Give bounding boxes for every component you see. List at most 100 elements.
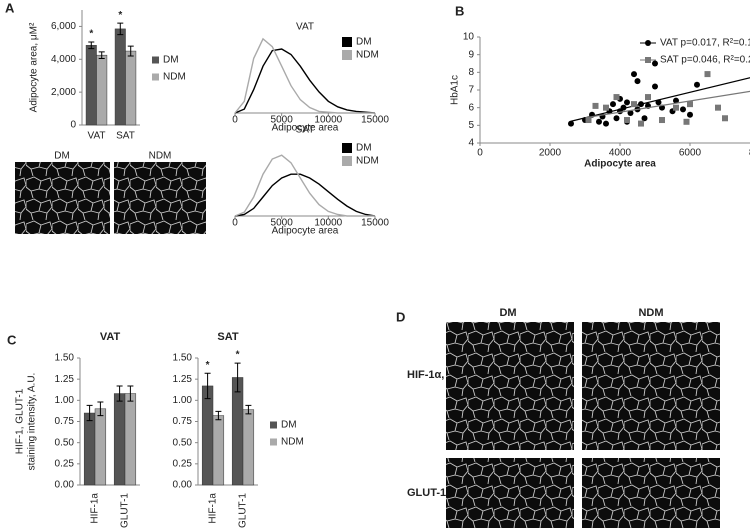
point	[683, 118, 690, 125]
error-bar	[117, 22, 124, 36]
x-tick-label: 4000	[609, 148, 632, 159]
error-bar	[116, 385, 123, 402]
error-bar	[215, 410, 222, 421]
panel-label: B	[455, 3, 464, 18]
y-tick-label: 5	[468, 120, 474, 131]
y-tick-label: 2,000	[51, 87, 76, 98]
y-tick-label: 0.25	[55, 458, 75, 469]
point	[641, 115, 648, 122]
point	[704, 71, 711, 78]
micrograph	[446, 458, 574, 528]
error-bar	[86, 404, 93, 422]
x-tick-label: HIF-1a	[208, 493, 219, 524]
point	[638, 120, 644, 127]
point	[613, 115, 620, 122]
line	[234, 173, 376, 217]
micrograph	[446, 322, 574, 450]
panel-label: C	[7, 332, 17, 347]
x-tick-label: 15000	[361, 218, 389, 229]
micrograph	[582, 458, 720, 528]
legend-swatch	[342, 37, 352, 47]
image-label: NDM	[149, 151, 172, 162]
bar	[201, 385, 214, 486]
legend-label: DM	[356, 37, 372, 48]
point	[568, 120, 574, 127]
point	[652, 83, 658, 90]
point	[603, 120, 609, 127]
x-tick-label: 0	[232, 218, 238, 229]
x-tick-label: 10000	[314, 218, 342, 229]
y-tick-label: 4	[468, 138, 474, 149]
y-tick-label: 8	[468, 67, 474, 78]
significance: *	[118, 10, 122, 21]
y-tick-label: 6	[468, 102, 474, 113]
x-axis-label: Adipocyte area	[272, 123, 339, 134]
point	[592, 102, 599, 109]
point	[631, 101, 637, 108]
y-tick-label: 6,000	[51, 21, 76, 32]
x-tick-label: SAT	[116, 131, 135, 142]
legend-label: NDM	[356, 156, 379, 167]
point	[659, 117, 665, 124]
legend-swatch	[342, 143, 352, 153]
x-tick-label: 2000	[539, 148, 562, 159]
significance: *	[206, 360, 210, 371]
micrograph	[15, 162, 110, 234]
point	[585, 117, 592, 124]
error-bar	[88, 41, 95, 50]
y-tick-label: 10	[463, 32, 475, 43]
panel-label: D	[396, 309, 405, 324]
point	[638, 101, 644, 108]
y-tick-label: 9	[468, 49, 474, 60]
x-tick-label: VAT	[88, 131, 106, 142]
x-tick-label: 5000	[271, 115, 294, 126]
x-tick-label: HIF-1a	[90, 493, 101, 524]
point	[655, 99, 662, 106]
x-tick-label: 15000	[361, 115, 389, 126]
legend-swatch	[342, 50, 352, 60]
y-tick-label: 0.50	[173, 437, 193, 448]
bar	[124, 393, 137, 486]
significance: *	[89, 29, 93, 40]
legend-label: SAT p=0.046, R²=0.271	[660, 55, 750, 66]
y-axis-label: Adipocyte area, μM²	[29, 22, 40, 112]
x-tick-label: 8000	[749, 148, 750, 159]
line	[234, 48, 376, 114]
column-label: DM	[499, 307, 516, 319]
y-tick-label: 1.50	[55, 353, 75, 364]
point	[627, 109, 634, 116]
y-tick-label: 1.25	[55, 374, 75, 385]
point	[596, 118, 602, 125]
y-tick-label: 0	[70, 120, 76, 131]
point	[645, 94, 651, 101]
point	[673, 97, 679, 104]
legend-label: DM	[281, 420, 297, 431]
error-bar	[98, 51, 105, 59]
point	[634, 78, 641, 85]
y-tick-label: 0.75	[55, 416, 75, 427]
bar	[85, 45, 97, 126]
point	[694, 81, 700, 88]
y-tick-label: 7	[468, 85, 474, 96]
error-bar	[127, 385, 134, 402]
legend-swatch	[152, 56, 159, 64]
micrograph	[582, 322, 720, 450]
bar	[94, 408, 107, 486]
legend-swatch	[270, 438, 277, 446]
y-axis-label: staining intensity, A.U.	[27, 373, 38, 471]
point	[631, 71, 637, 78]
micrograph	[114, 162, 206, 234]
trendline	[570, 77, 750, 122]
legend-label: NDM	[163, 72, 186, 83]
y-tick-label: 0.50	[55, 437, 75, 448]
point	[722, 115, 728, 122]
bar	[212, 415, 225, 486]
point	[680, 106, 686, 113]
bar	[242, 409, 255, 486]
y-tick-label: 0.75	[173, 416, 193, 427]
legend-swatch	[152, 73, 159, 81]
legend-label: DM	[356, 143, 372, 154]
y-tick-label: 1.00	[55, 395, 75, 406]
